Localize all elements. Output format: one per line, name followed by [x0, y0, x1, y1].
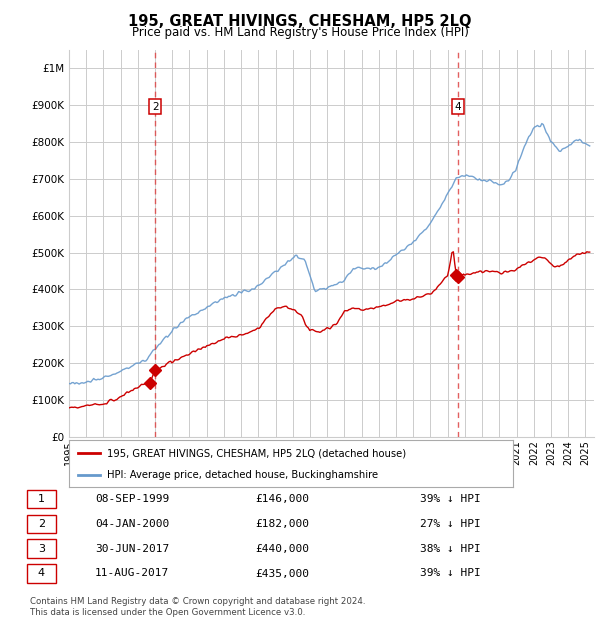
- Text: 195, GREAT HIVINGS, CHESHAM, HP5 2LQ (detached house): 195, GREAT HIVINGS, CHESHAM, HP5 2LQ (de…: [107, 448, 406, 458]
- Text: 2: 2: [152, 102, 158, 112]
- Text: £435,000: £435,000: [255, 569, 309, 578]
- Text: 1: 1: [38, 494, 45, 504]
- Text: £440,000: £440,000: [255, 544, 309, 554]
- Text: 11-AUG-2017: 11-AUG-2017: [95, 569, 169, 578]
- Text: 08-SEP-1999: 08-SEP-1999: [95, 494, 169, 504]
- Text: 195, GREAT HIVINGS, CHESHAM, HP5 2LQ: 195, GREAT HIVINGS, CHESHAM, HP5 2LQ: [128, 14, 472, 29]
- Text: HPI: Average price, detached house, Buckinghamshire: HPI: Average price, detached house, Buck…: [107, 470, 378, 480]
- Text: 4: 4: [38, 569, 45, 578]
- Text: 04-JAN-2000: 04-JAN-2000: [95, 519, 169, 529]
- Text: Contains HM Land Registry data © Crown copyright and database right 2024.
This d: Contains HM Land Registry data © Crown c…: [30, 598, 365, 617]
- Text: 30-JUN-2017: 30-JUN-2017: [95, 544, 169, 554]
- Text: 39% ↓ HPI: 39% ↓ HPI: [420, 569, 481, 578]
- Text: 38% ↓ HPI: 38% ↓ HPI: [420, 544, 481, 554]
- Text: Price paid vs. HM Land Registry's House Price Index (HPI): Price paid vs. HM Land Registry's House …: [131, 26, 469, 39]
- Text: £182,000: £182,000: [255, 519, 309, 529]
- Text: 3: 3: [38, 544, 45, 554]
- Text: 2: 2: [38, 519, 45, 529]
- Text: 4: 4: [455, 102, 461, 112]
- Text: 27% ↓ HPI: 27% ↓ HPI: [420, 519, 481, 529]
- Text: 39% ↓ HPI: 39% ↓ HPI: [420, 494, 481, 504]
- Text: £146,000: £146,000: [255, 494, 309, 504]
